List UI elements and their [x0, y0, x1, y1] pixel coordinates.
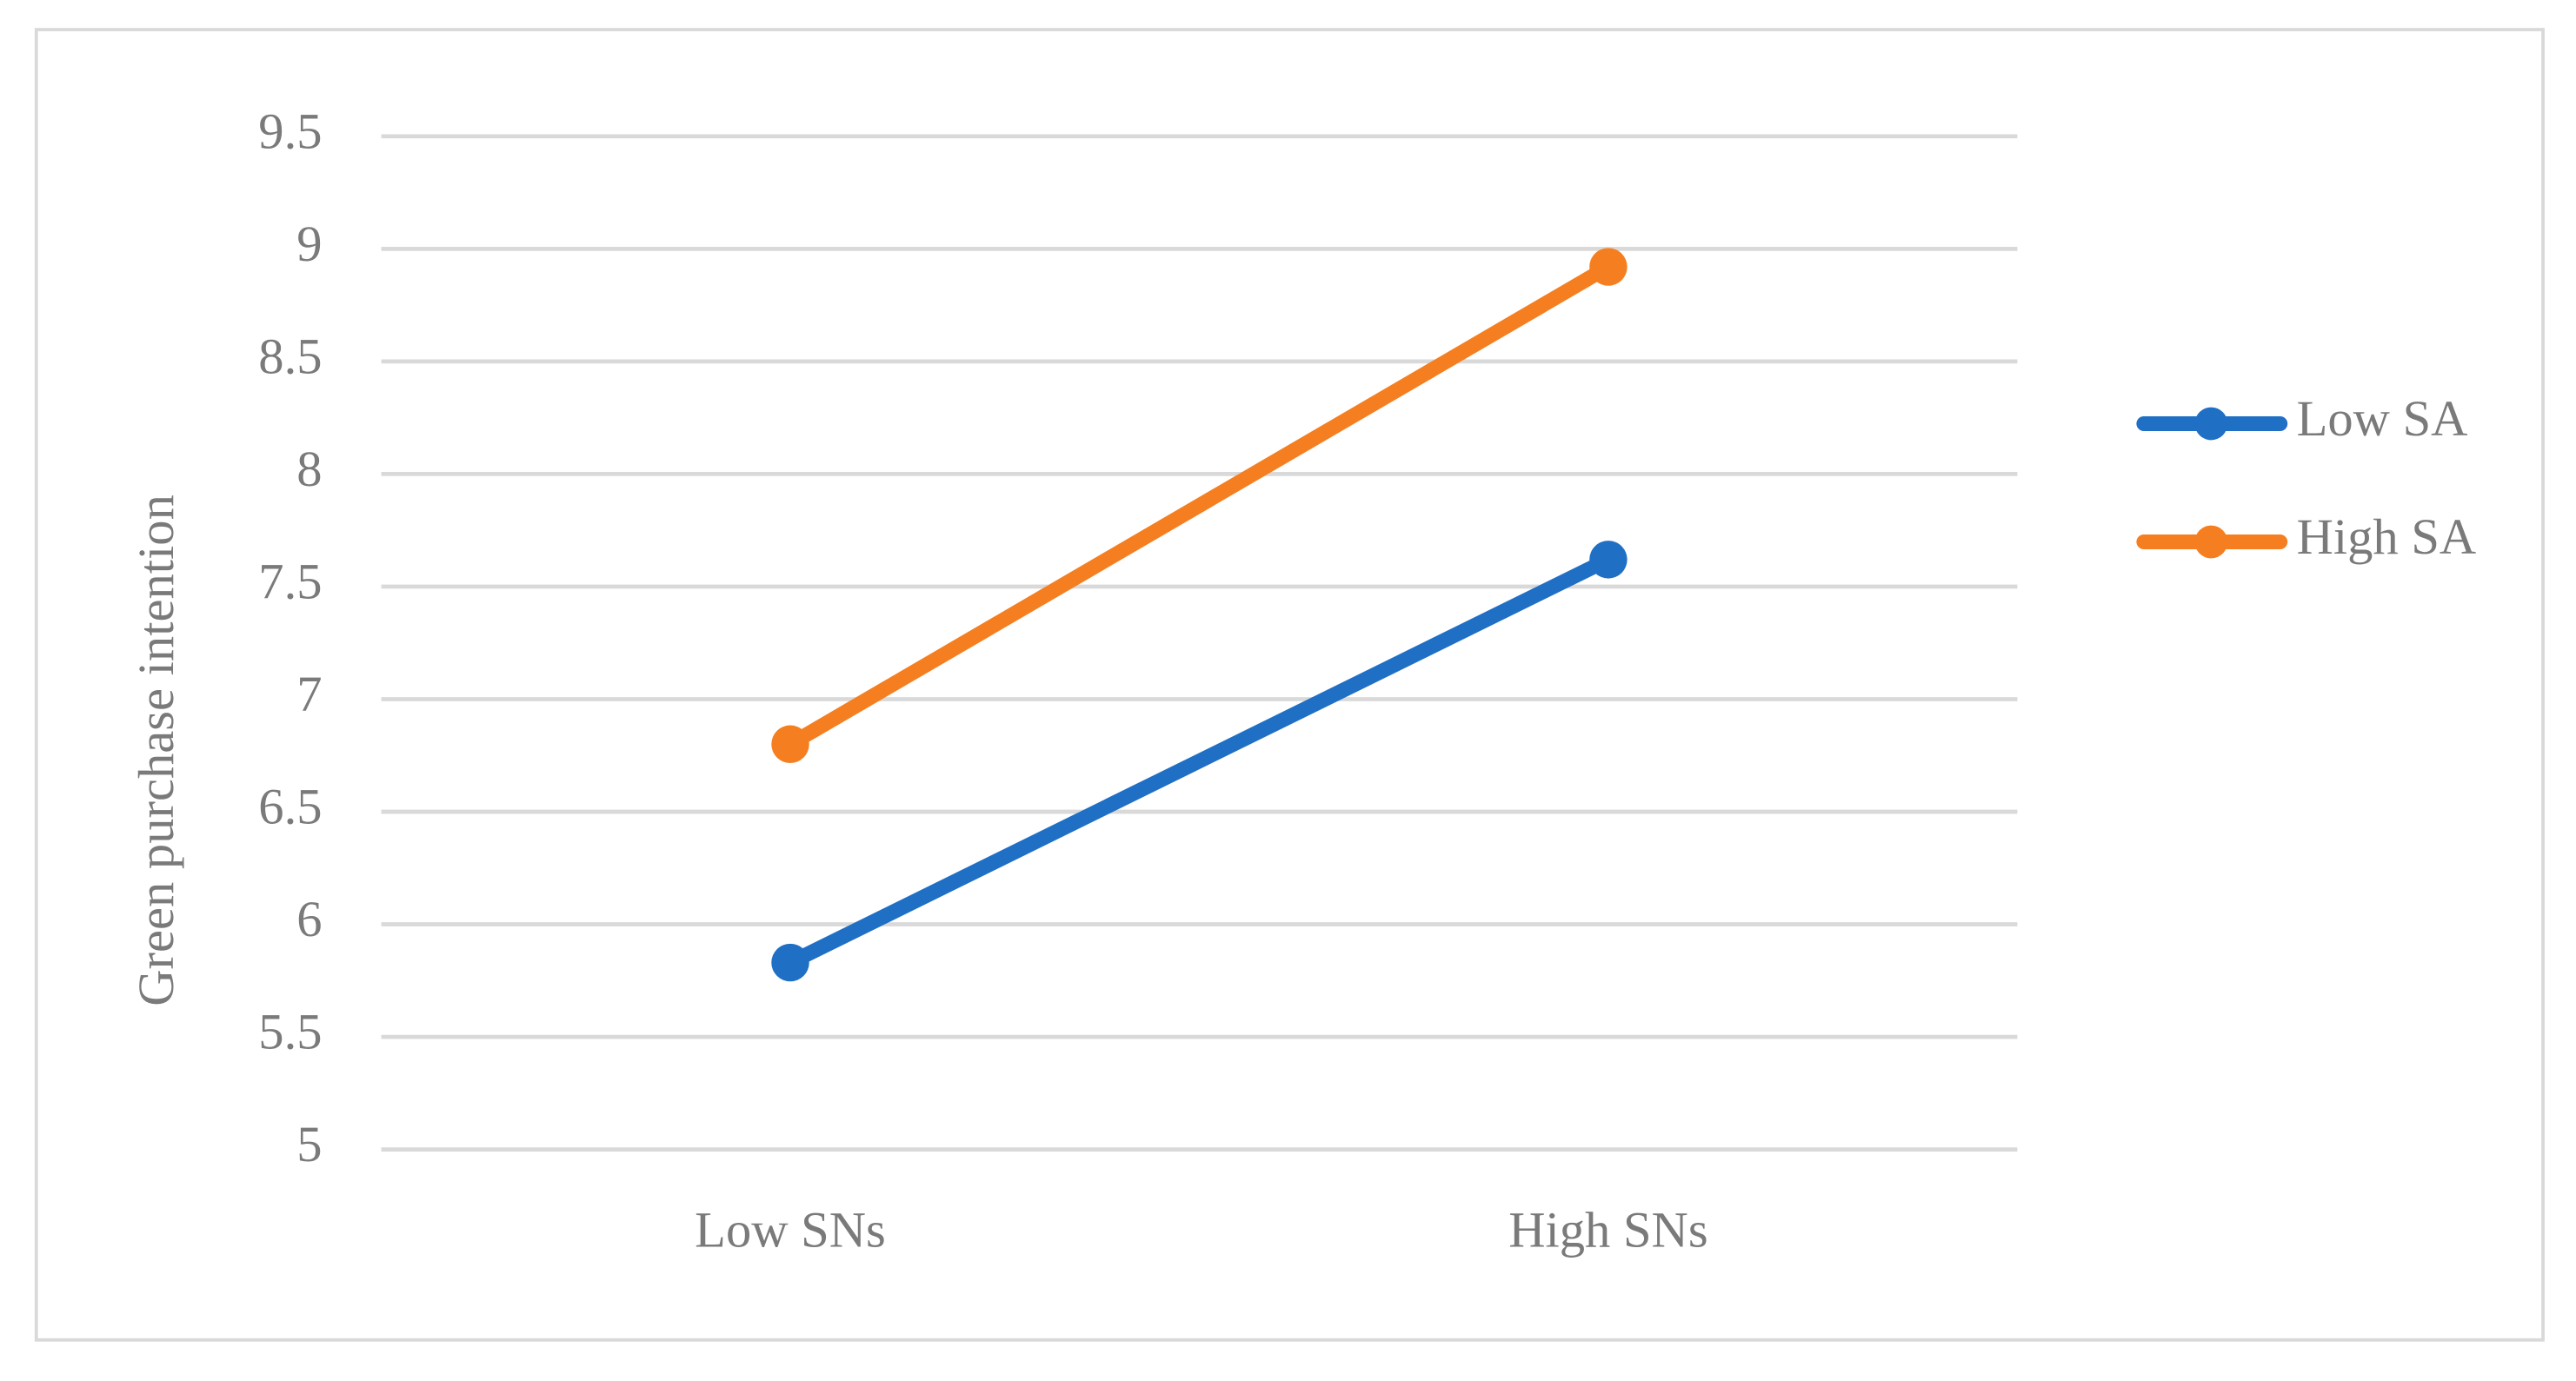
y-tick-label: 6.5 [258, 778, 322, 834]
legend-marker [2194, 407, 2228, 441]
point-marker [771, 943, 809, 982]
y-tick-label: 6 [296, 891, 322, 947]
point-marker [1589, 248, 1627, 286]
legend-label: High SA [2297, 508, 2477, 565]
y-tick-label: 9.5 [258, 103, 322, 159]
legend-marker [2194, 525, 2228, 559]
y-tick-label: 5.5 [258, 1003, 322, 1059]
y-tick-label: 8.5 [258, 328, 322, 384]
y-tick-label: 8 [296, 441, 322, 497]
point-marker [1589, 541, 1627, 579]
x-tick-label: Low SNs [695, 1201, 886, 1258]
y-tick-label: 7.5 [258, 553, 322, 609]
series-line [782, 552, 1616, 971]
chart-border [34, 28, 2545, 1342]
point-marker [771, 725, 809, 764]
y-axis-label: Green purchase intention [128, 495, 184, 1006]
y-tick-label: 5 [296, 1116, 322, 1172]
series-line [782, 259, 1616, 752]
y-tick-label: 7 [296, 666, 322, 722]
y-tick-label: 9 [296, 216, 322, 272]
legend-label: Low SA [2297, 390, 2468, 447]
x-tick-label: High SNs [1508, 1201, 1707, 1258]
